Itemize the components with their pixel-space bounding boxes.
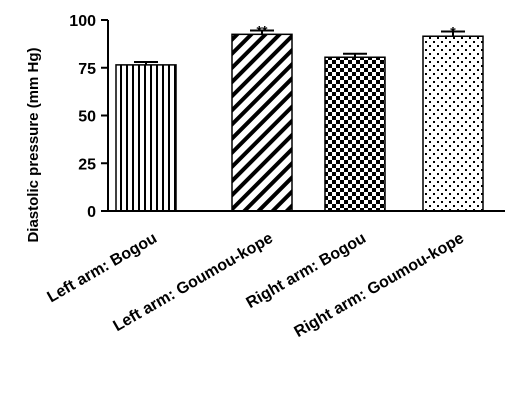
bar-4 <box>422 35 484 212</box>
significance-mark-4: * <box>450 23 456 39</box>
y-tick-label: 0 <box>87 204 96 221</box>
y-tick-label: 100 <box>69 13 96 30</box>
y-axis-ticks: 0 25 50 75 100 <box>69 13 108 221</box>
y-axis-title: Diastolic pressure (mm Hg) <box>25 47 42 242</box>
significance-annotations: ** * <box>257 23 457 40</box>
x-category-label-4: Right arm: Goumou-kope <box>291 230 467 341</box>
bar-2 <box>231 33 293 212</box>
significance-mark-2: ** <box>257 23 268 39</box>
error-bars-group <box>134 29 465 65</box>
y-tick-label: 50 <box>78 109 96 126</box>
bars-group <box>115 33 484 212</box>
y-tick-label: 25 <box>78 156 96 173</box>
bar-3 <box>324 56 386 212</box>
y-tick-label: 75 <box>78 61 96 78</box>
bar-1 <box>115 64 177 212</box>
x-category-label-1: Left arm: Bogou <box>45 230 160 306</box>
